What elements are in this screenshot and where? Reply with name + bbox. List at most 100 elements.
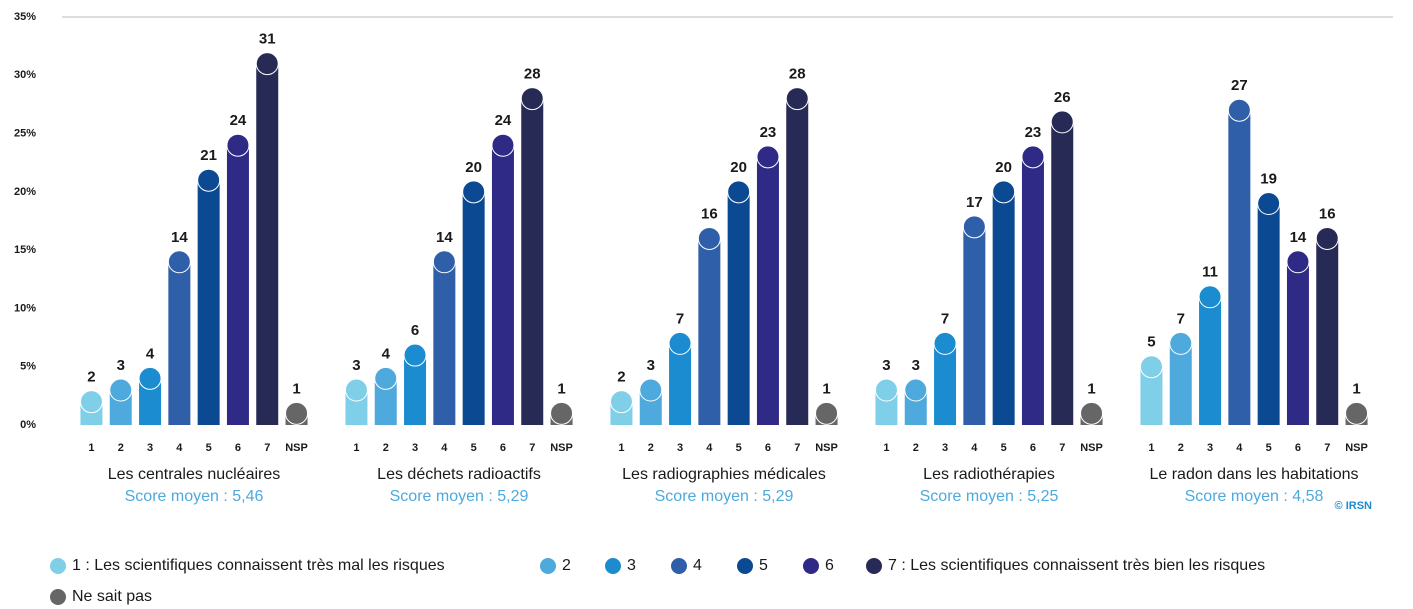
bar-cap <box>550 401 574 425</box>
value-label: 2 <box>87 369 95 386</box>
group-label: Les radiographies médicales <box>622 466 826 483</box>
bar <box>256 63 279 425</box>
x-sub-label: NSP <box>1080 442 1103 454</box>
x-sub-label: 3 <box>412 442 418 454</box>
x-sub-label: 2 <box>118 442 124 454</box>
x-sub-label: 1 <box>88 442 94 454</box>
y-tick-label: 10% <box>14 302 36 314</box>
x-sub-label: 7 <box>529 442 535 454</box>
x-sub-label: 6 <box>500 442 506 454</box>
x-sub-label: NSP <box>1345 442 1368 454</box>
y-tick-label: 30% <box>14 69 36 81</box>
value-label: 23 <box>1025 124 1042 141</box>
value-label: 3 <box>117 357 125 374</box>
bar-cap <box>668 331 692 355</box>
x-sub-label: 1 <box>1148 442 1154 454</box>
value-label: 6 <box>411 322 419 339</box>
value-label: 2 <box>617 369 625 386</box>
bar-cap <box>79 390 103 414</box>
bar-cap <box>1198 285 1222 309</box>
bar <box>1316 238 1339 425</box>
bar-cap <box>697 226 721 250</box>
value-label: 24 <box>230 112 247 129</box>
group-label: Les centrales nucléaires <box>108 466 281 483</box>
y-tick-label: 35% <box>14 11 36 23</box>
bar-cap <box>1315 226 1339 250</box>
legend-label: 3 <box>627 557 636 574</box>
value-label: 20 <box>995 159 1012 176</box>
bar <box>669 343 692 425</box>
group-label: Les déchets radioactifs <box>377 466 541 483</box>
value-label: 7 <box>676 310 684 327</box>
x-sub-label: 3 <box>677 442 683 454</box>
bar-cap <box>226 133 250 157</box>
value-label: 20 <box>730 159 747 176</box>
bar <box>1169 343 1192 425</box>
value-label: 3 <box>352 357 360 374</box>
value-label: 31 <box>259 31 276 48</box>
y-tick-label: 5% <box>20 361 36 373</box>
bar <box>1021 156 1044 425</box>
bar-cap <box>344 378 368 402</box>
bar-cap <box>197 168 221 192</box>
legend-label: 6 <box>825 557 834 574</box>
group-label: Les radiothérapies <box>923 466 1055 483</box>
value-label: 19 <box>1260 170 1277 187</box>
legend-label: Ne sait pas <box>72 588 152 605</box>
value-label: 5 <box>1147 334 1155 351</box>
x-sub-label: 6 <box>765 442 771 454</box>
group-note: Score moyen : 5,29 <box>390 488 529 505</box>
value-label: 28 <box>524 66 541 83</box>
bar <box>462 191 485 425</box>
x-sub-label: 2 <box>913 442 919 454</box>
x-sub-label: 4 <box>1236 442 1243 454</box>
bar-cap <box>403 343 427 367</box>
x-sub-label: NSP <box>815 442 838 454</box>
x-sub-label: 5 <box>1266 442 1272 454</box>
x-sub-label: 1 <box>618 442 624 454</box>
value-label: 7 <box>941 310 949 327</box>
legend-swatch <box>50 558 66 574</box>
bar <box>963 226 986 425</box>
legend-label: 5 <box>759 557 768 574</box>
legend-label: 7 : Les scientifiques connaissent très b… <box>888 557 1265 574</box>
bar-cap <box>785 87 809 111</box>
bar <box>521 98 544 425</box>
value-label: 24 <box>495 112 512 129</box>
x-sub-label: 5 <box>1001 442 1007 454</box>
value-label: 17 <box>966 194 983 211</box>
x-sub-label: 3 <box>147 442 153 454</box>
bar-cap <box>933 331 957 355</box>
bar <box>491 145 514 425</box>
legend-swatch <box>540 558 556 574</box>
bar <box>1051 121 1074 426</box>
legend-swatch <box>605 558 621 574</box>
value-label: 16 <box>1319 205 1336 222</box>
group-note: Score moyen : 5,29 <box>655 488 794 505</box>
legend-swatch <box>671 558 687 574</box>
legend-swatch <box>737 558 753 574</box>
x-sub-label: 7 <box>794 442 800 454</box>
value-label: 4 <box>382 345 391 362</box>
bar-cap <box>1286 250 1310 274</box>
x-sub-label: 2 <box>1178 442 1184 454</box>
x-sub-label: 1 <box>353 442 359 454</box>
x-sub-label: 4 <box>706 442 713 454</box>
bar-cap <box>1257 192 1281 216</box>
bar <box>756 156 779 425</box>
bar <box>727 191 750 425</box>
value-label: 28 <box>789 66 806 83</box>
x-sub-label: NSP <box>550 442 573 454</box>
value-label: 11 <box>1202 264 1218 281</box>
x-sub-label: 6 <box>1295 442 1301 454</box>
bar-cap <box>1227 98 1251 122</box>
x-sub-label: 6 <box>1030 442 1036 454</box>
value-label: 3 <box>647 357 655 374</box>
bar-cap <box>1080 401 1104 425</box>
legend-swatch <box>50 589 66 605</box>
value-label: 14 <box>171 229 188 246</box>
value-label: 21 <box>200 147 217 164</box>
bar-cap <box>609 390 633 414</box>
x-sub-label: 5 <box>471 442 477 454</box>
